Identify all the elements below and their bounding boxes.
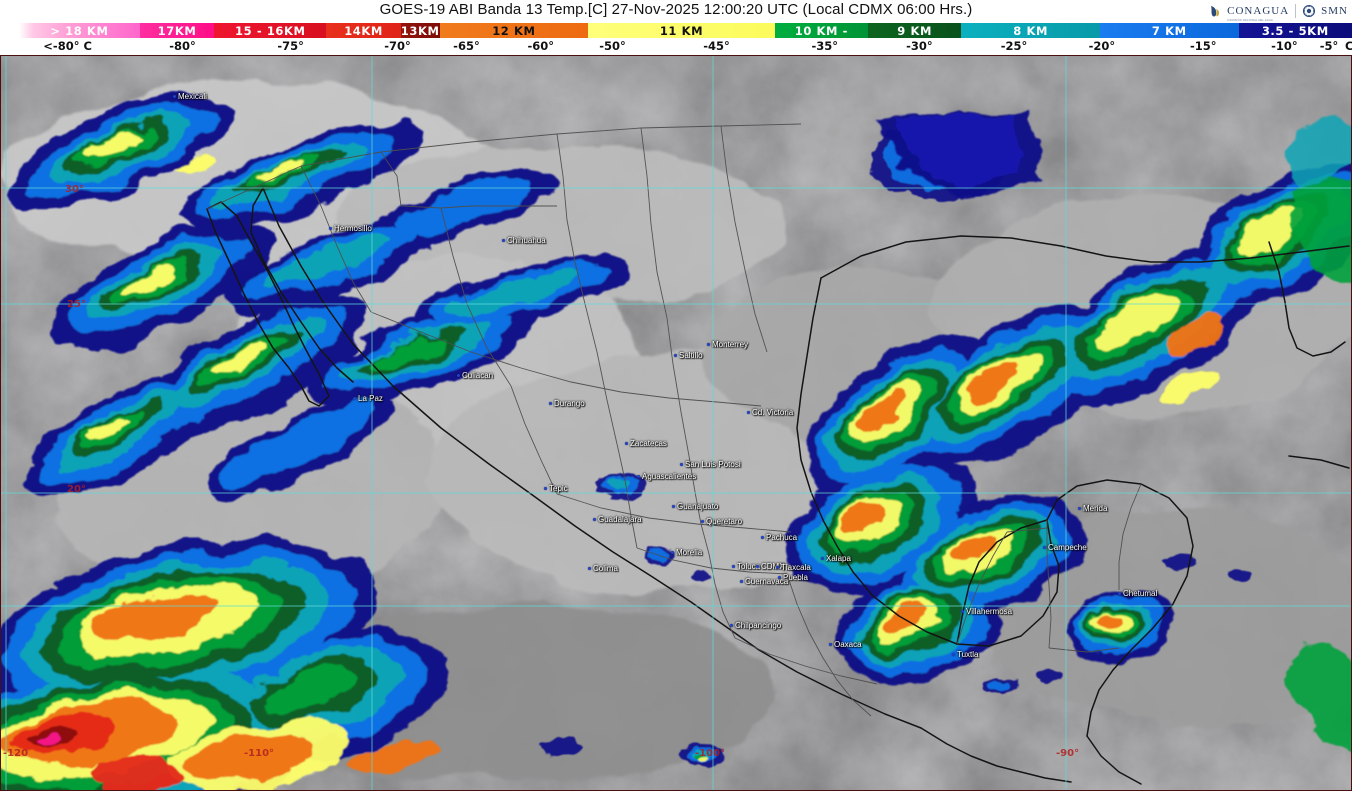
smn-logo-text: SMN (1321, 5, 1348, 17)
smn-emblem-icon (1302, 4, 1316, 18)
graticule-label-lat-20: 20° (67, 484, 86, 495)
colorbar-tick-25: -25° (1000, 39, 1028, 53)
graticule-layer (1, 56, 1351, 790)
colorbar-tick-labels: <-80° C -80° -75° -70° -65° -60° -50° -45° -35° -… (0, 39, 1352, 54)
colorbar-tick-75: -75° (277, 39, 304, 53)
colorbar-segment-12-km: 12 KM (439, 23, 589, 38)
colorbar-segment-11-km: 11 KM (588, 23, 775, 38)
conagua-emblem-icon (1208, 4, 1221, 18)
colorbar-tick-50: -50° (599, 39, 626, 53)
header-bar: GOES-19 ABI Banda 13 Temp.[C] 27-Nov-202… (0, 0, 1352, 22)
colorbar-segment-7-km: 7 KM (1099, 23, 1239, 38)
agency-logos: CONAGUA COMISIÓN NACIONAL DEL AGUA SMN (1208, 2, 1348, 22)
colorbar-segment-9-km: 9 KM (868, 23, 962, 38)
graticule-label-lat-25: 25° (67, 299, 86, 310)
colorbar-segment-8-km: 8 KM (961, 23, 1100, 38)
colorbar-tick-C: C (1345, 39, 1352, 53)
graticule-label-lon--100: -100° (695, 748, 726, 759)
colorbar-segment-13km: 13KM (400, 23, 440, 38)
colorbar-segments: > 18 KM 17KM 15 - 16KM 14KM 13KM 12 KM 11 KM 10… (0, 23, 1352, 38)
conagua-logo-text: CONAGUA COMISIÓN NACIONAL DEL AGUA (1227, 4, 1290, 22)
colorbar-tick-30: -30° (906, 39, 933, 53)
colorbar-tick-10: -10° (1271, 39, 1298, 53)
graticule-label-lon--90: -90° (1056, 748, 1080, 759)
colorbar-tick-20: -20° (1088, 39, 1116, 53)
colorbar-segment-3-5-5km: 3.5 - 5KM (1238, 23, 1352, 38)
colorbar-tick-65: -65° (453, 39, 480, 53)
satellite-map-canvas[interactable]: Mexicali Hermosillo Chihuahua La Paz Culiaca… (0, 55, 1352, 791)
colorbar-segment-15-16km: 15 - 16KM (214, 23, 327, 38)
colorbar-tick-45: -45° (703, 39, 730, 53)
state-border-layer (206, 123, 1142, 717)
colorbar-segment-10-km: 10 KM - (774, 23, 869, 38)
colorbar-segment-17km: 17KM (139, 23, 215, 38)
colorbar-tick-15: -15° (1190, 39, 1217, 53)
coastline-layer (206, 187, 1350, 785)
colorbar-tick-5: -5° (1319, 39, 1339, 53)
colorbar-leading-gap (0, 23, 19, 38)
colorbar-tick-70: -70° (384, 39, 411, 53)
logo-divider (1295, 4, 1297, 18)
colorbar-tick-80C: <-80° C (43, 39, 92, 53)
graticule-label-lon--120: -120 (3, 748, 29, 759)
graticule-label-lon--110: -110° (244, 748, 275, 759)
temperature-colorbar-legend: > 18 KM 17KM 15 - 16KM 14KM 13KM 12 KM 11 KM 10… (0, 22, 1352, 55)
colorbar-segment-14km: 14KM (326, 23, 401, 38)
colorbar-tick-60: -60° (527, 39, 555, 53)
infrared-cloud-imagery (1, 56, 1351, 790)
graticule-label-lat-30: 30° (65, 184, 84, 195)
page-title: GOES-19 ABI Banda 13 Temp.[C] 27-Nov-202… (379, 1, 973, 18)
colorbar-segment-18-km: > 18 KM (18, 23, 140, 38)
colorbar-tick-80: -80° (169, 39, 196, 53)
colorbar-tick-35: -35° (811, 39, 838, 53)
